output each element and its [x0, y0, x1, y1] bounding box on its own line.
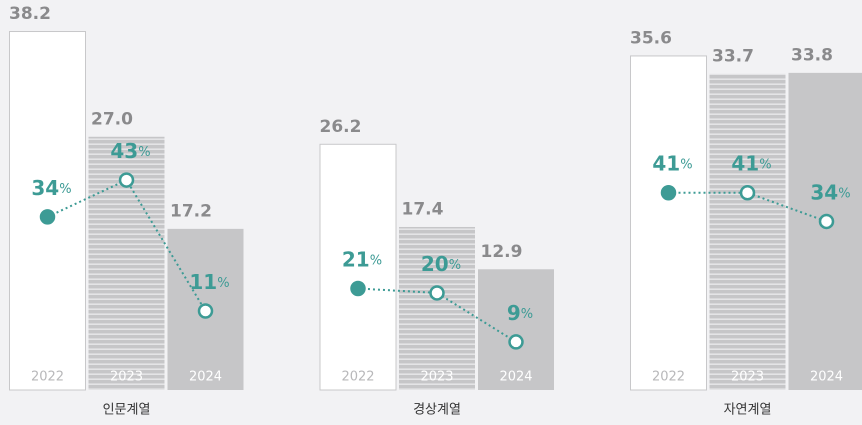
- x-tick-label: 2023: [420, 370, 453, 385]
- value-label: 35.6: [630, 28, 672, 48]
- value-label: 26.2: [320, 117, 362, 137]
- point: [739, 184, 756, 201]
- percent-label: 11%: [189, 270, 229, 294]
- x-tick-label: 2022: [341, 370, 374, 385]
- percent-unit: %: [59, 181, 71, 196]
- percent-unit: %: [680, 157, 692, 172]
- line: [668, 191, 827, 223]
- percent-unit: %: [449, 257, 461, 272]
- percent-unit: %: [838, 186, 850, 201]
- percent-label: 41%: [731, 151, 771, 175]
- x-tick-label: 2022: [31, 370, 64, 385]
- bar: [709, 73, 786, 390]
- percent-value: 11: [189, 270, 217, 294]
- x-tick-label: 2022: [652, 370, 685, 385]
- value-label: 17.2: [170, 201, 212, 221]
- percent-label: 20%: [421, 251, 461, 275]
- percent-value: 34: [810, 180, 838, 204]
- point: [197, 303, 214, 319]
- x-tick-label: 2024: [810, 370, 843, 385]
- percent-label: 21%: [342, 247, 382, 271]
- point: [508, 334, 524, 350]
- value-label: 17.4: [402, 199, 444, 219]
- percent-value: 20: [421, 251, 449, 275]
- value-label: 33.7: [712, 46, 754, 66]
- percent-unit: %: [217, 276, 229, 291]
- point: [350, 280, 366, 297]
- percent-label: 43%: [110, 139, 150, 163]
- group-title: 경상계열: [413, 403, 461, 418]
- point: [118, 172, 135, 188]
- percent-value: 9: [507, 300, 521, 324]
- point: [660, 184, 677, 201]
- bar: [630, 55, 707, 391]
- bar: [319, 143, 397, 391]
- line: [357, 287, 517, 343]
- point: [818, 213, 835, 230]
- percent-label: 9%: [507, 300, 533, 324]
- bar: [478, 269, 554, 390]
- value-label: 27.0: [91, 109, 133, 129]
- point: [39, 209, 56, 225]
- percent-unit: %: [521, 306, 533, 321]
- x-tick-label: 2023: [731, 370, 764, 385]
- value-label: 33.8: [791, 45, 833, 65]
- value-label: 12.9: [481, 242, 523, 262]
- bar: [788, 72, 862, 390]
- value-label: 38.2: [9, 4, 51, 24]
- x-tick-label: 2024: [499, 370, 532, 385]
- percent-value: 43: [110, 139, 138, 163]
- point: [429, 285, 445, 301]
- x-tick-label: 2024: [189, 370, 222, 385]
- percent-value: 21: [342, 247, 370, 271]
- percent-label: 34%: [31, 175, 71, 199]
- percent-unit: %: [759, 157, 771, 172]
- percent-label: 41%: [652, 151, 692, 175]
- bar: [399, 226, 475, 390]
- group-title: 인문계열: [103, 403, 151, 418]
- percent-label: 34%: [810, 180, 850, 204]
- x-tick-label: 2023: [110, 370, 143, 385]
- group-title: 자연계열: [724, 403, 772, 418]
- percent-unit: %: [370, 253, 382, 268]
- percent-value: 34: [31, 175, 59, 199]
- percent-value: 41: [731, 151, 759, 175]
- percent-value: 41: [652, 151, 680, 175]
- percent-unit: %: [138, 145, 150, 160]
